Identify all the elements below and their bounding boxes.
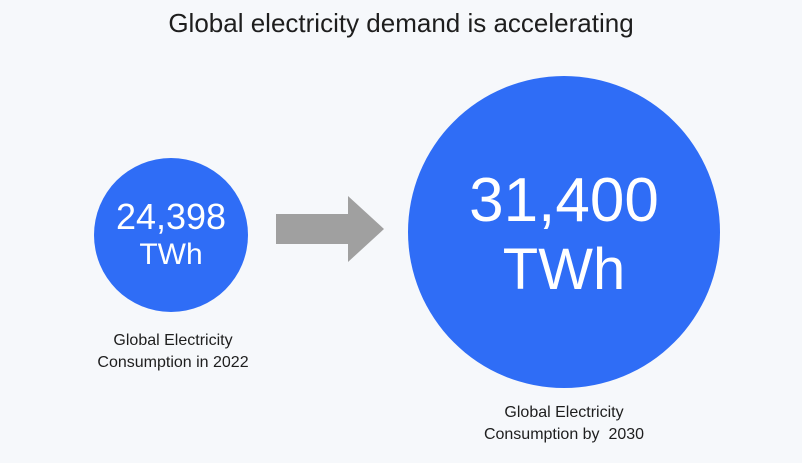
consumption-2030-value: 31,400 (469, 166, 659, 235)
right-arrow-icon (276, 196, 384, 262)
consumption-2030-unit: TWh (502, 237, 626, 302)
caption-2022-line1: Global Electricity (113, 332, 233, 349)
caption-2030-line1: Global Electricity (504, 404, 624, 421)
consumption-2022-caption: Global Electricity Consumption in 2022 (66, 330, 280, 374)
caption-2030-line2: Consumption by 2030 (483, 426, 645, 443)
caption-2022-line2: Consumption in 2022 (97, 354, 249, 371)
consumption-2030-caption: Global Electricity Consumption by 2030 (450, 402, 678, 446)
consumption-2030-circle: 31,400 TWh (408, 76, 720, 388)
consumption-2022-unit: TWh (139, 238, 203, 271)
consumption-2022-value: 24,398 (115, 196, 227, 237)
arrow-shape (276, 196, 384, 262)
page-title: Global electricity demand is acceleratin… (168, 8, 634, 38)
consumption-2022-circle: 24,398 TWh (94, 158, 248, 312)
